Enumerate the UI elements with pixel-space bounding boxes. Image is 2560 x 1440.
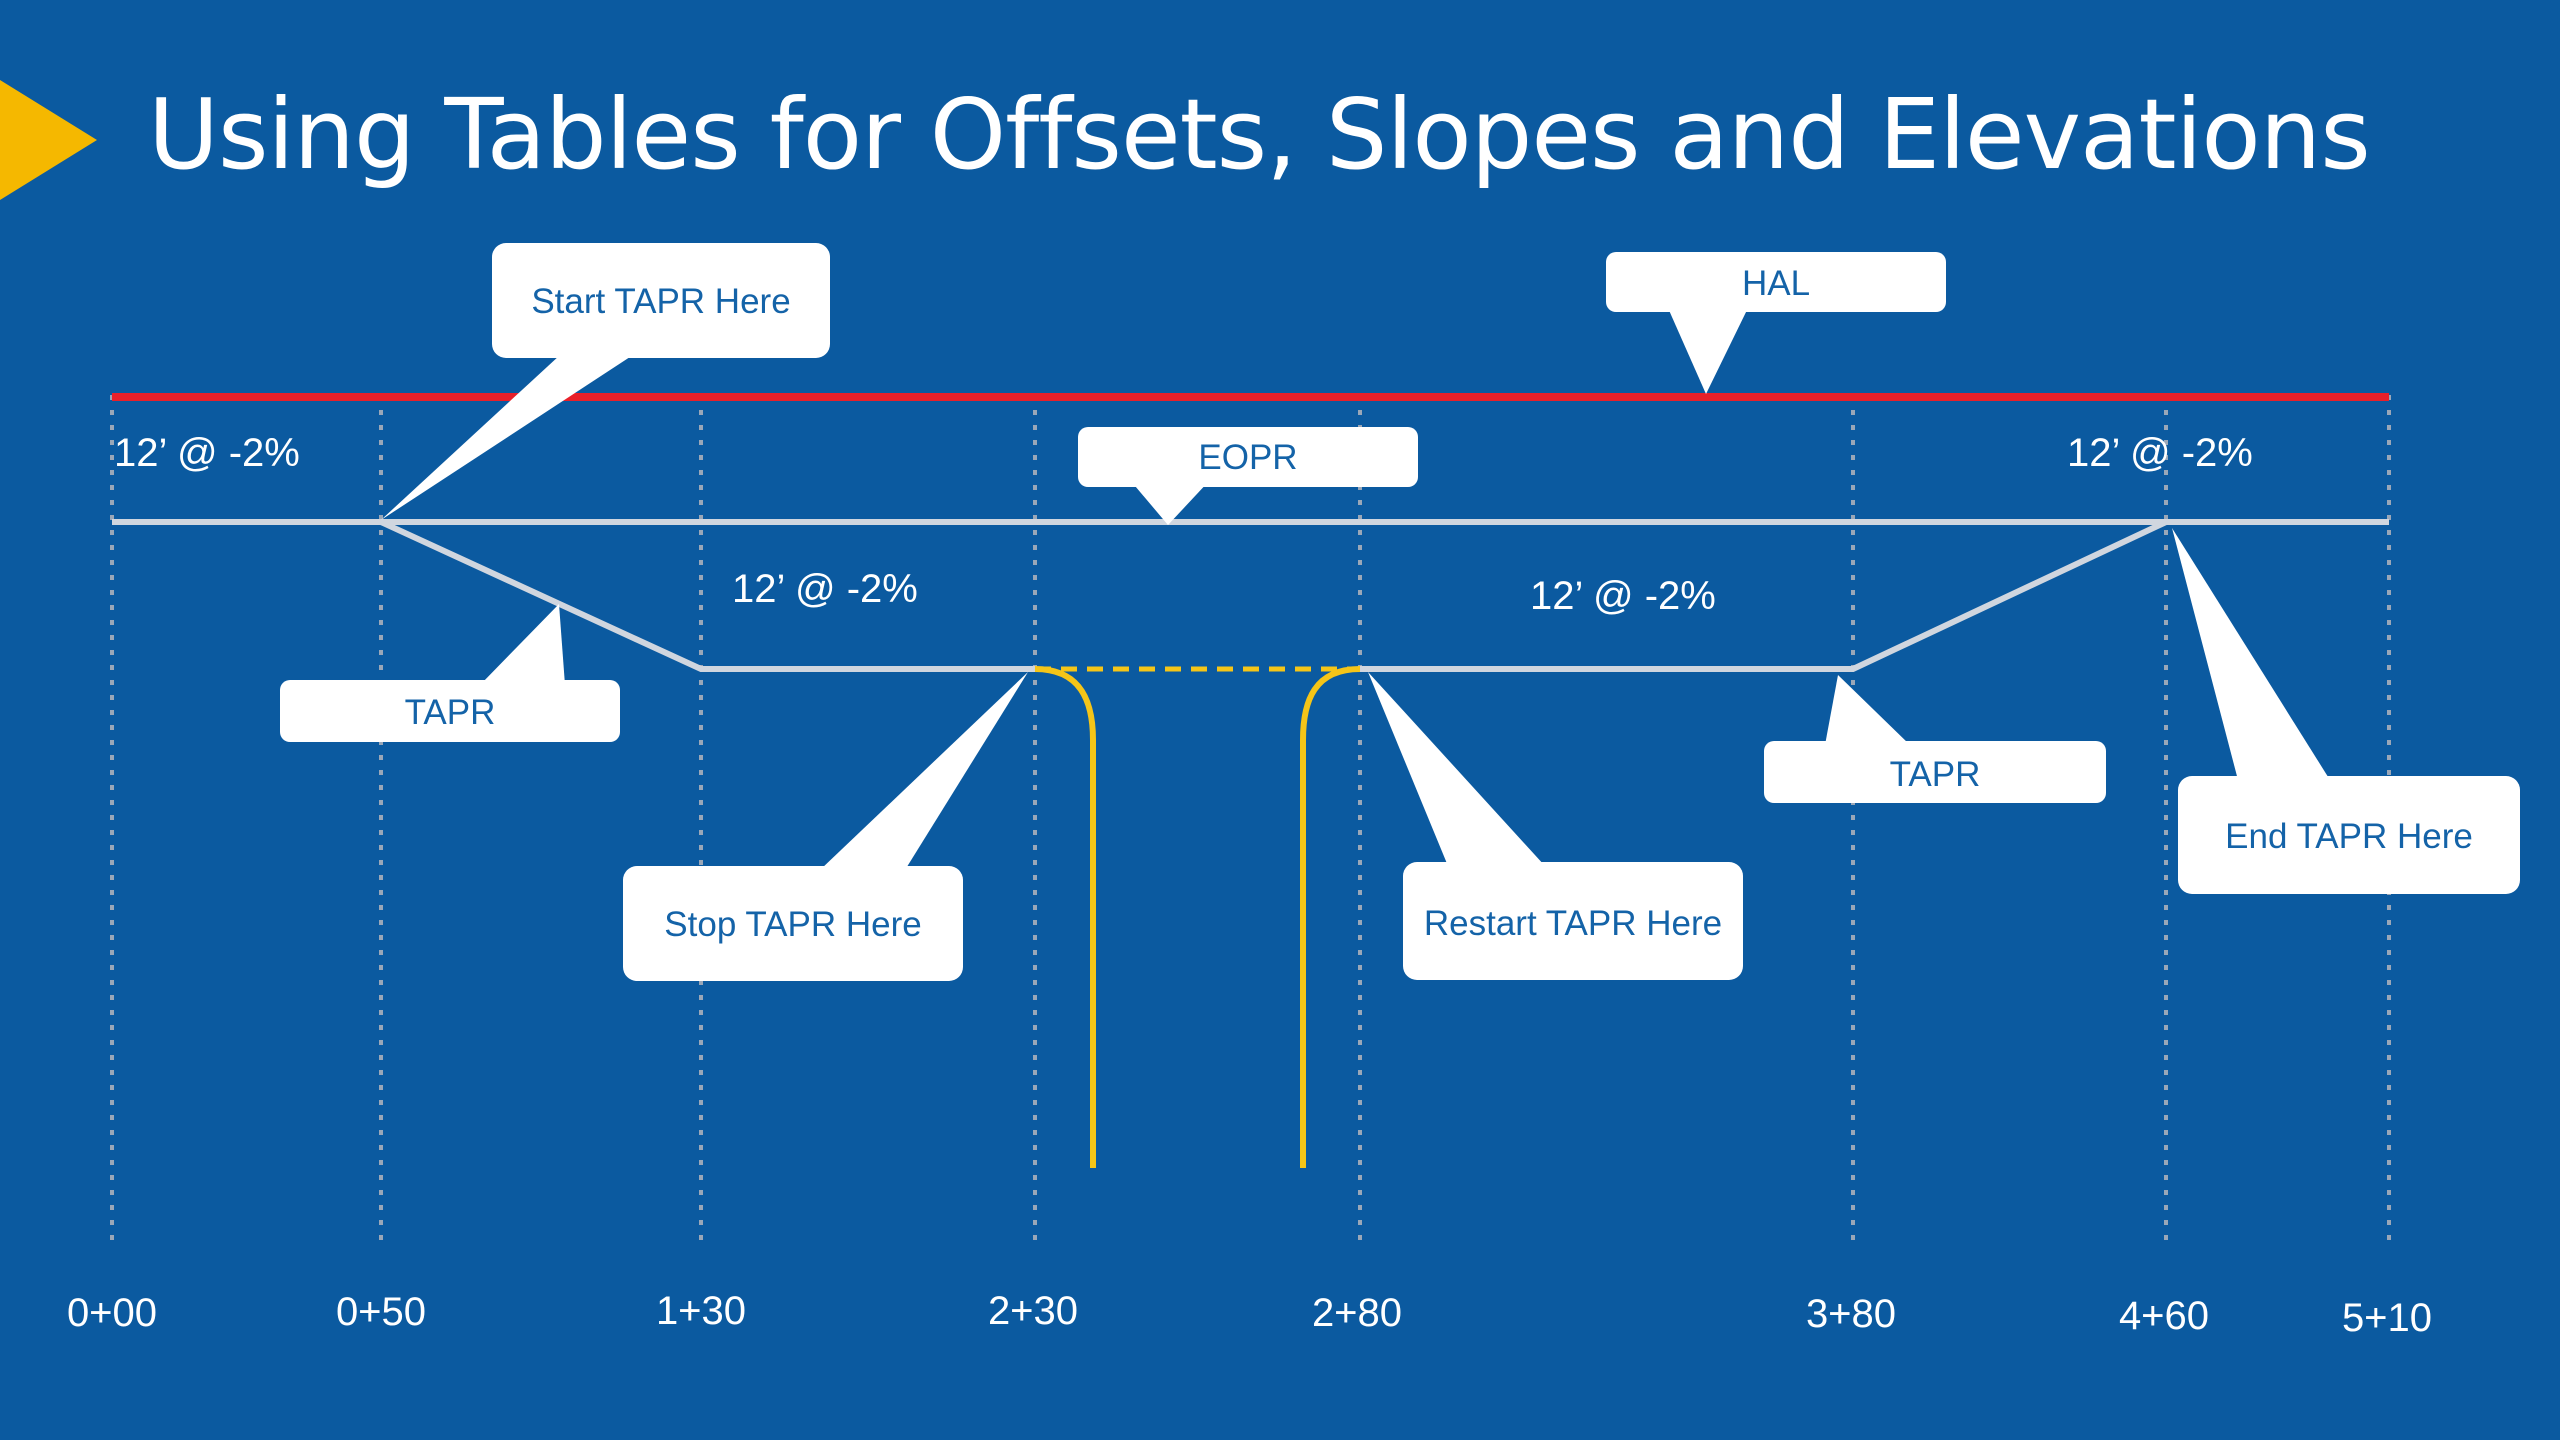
callout-tapr-left: TAPR (280, 604, 620, 742)
callout-restart-tapr: Restart TAPR Here (1368, 672, 1743, 980)
station-label: 5+10 (2342, 1296, 2432, 1340)
callout-hal-label: HAL (1742, 264, 1810, 303)
accent-arrow-icon (0, 80, 97, 200)
station-labels: 0+00 0+50 1+30 2+30 2+80 3+80 4+60 5+10 (67, 1289, 2432, 1340)
curb-return-left (1034, 666, 1096, 1168)
callout-eopr: EOPR (1078, 427, 1418, 525)
callout-end-tapr: End TAPR Here (2172, 528, 2520, 894)
slope-label-left: 12’ @ -2% (114, 431, 300, 475)
callout-start-tapr-label: Start TAPR Here (531, 282, 790, 321)
callout-hal: HAL (1606, 252, 1946, 394)
callout-tapr-left-label: TAPR (405, 693, 496, 732)
taper-profile-line-right (1360, 519, 2168, 672)
taper-profile-line (379, 519, 1035, 672)
callout-tapr-right: TAPR (1764, 675, 2106, 803)
station-label: 0+00 (67, 1291, 157, 1335)
station-label: 4+60 (2119, 1294, 2209, 1338)
slope-label-middle-right: 12’ @ -2% (1530, 574, 1716, 618)
curb-return-right (1300, 666, 1361, 1168)
station-label: 1+30 (656, 1289, 746, 1333)
callout-tapr-right-label: TAPR (1890, 755, 1981, 794)
callout-stop-tapr-label: Stop TAPR Here (664, 905, 921, 944)
callout-start-tapr: Start TAPR Here (381, 243, 830, 520)
page-title: Using Tables for Offsets, Slopes and Ele… (148, 78, 2371, 191)
station-label: 2+30 (988, 1289, 1078, 1333)
slope-label-right: 12’ @ -2% (2067, 431, 2253, 475)
callout-end-tapr-label: End TAPR Here (2225, 817, 2473, 856)
station-label: 3+80 (1806, 1292, 1896, 1336)
callout-eopr-label: EOPR (1198, 438, 1297, 477)
station-label: 0+50 (336, 1290, 426, 1334)
callout-stop-tapr: Stop TAPR Here (623, 672, 1028, 981)
callout-restart-tapr-label: Restart TAPR Here (1424, 904, 1722, 943)
station-label: 2+80 (1312, 1291, 1402, 1335)
slope-label-middle-left: 12’ @ -2% (732, 567, 918, 611)
